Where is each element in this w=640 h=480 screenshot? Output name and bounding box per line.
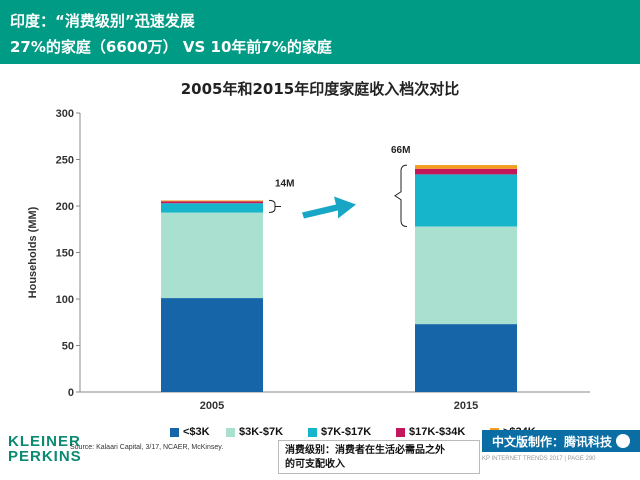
definition-note: 消费级别：消费者在生活必需品之外 的可支配收入 xyxy=(278,440,480,474)
stacked-bar-chart: 0 50 100 150 200 250 300 Households (MM) 2005 201… xyxy=(27,108,590,412)
logo-line2: PERKINS xyxy=(8,448,82,465)
legend-item-17k-34k: $17K-$34K xyxy=(396,426,465,438)
growth-arrow xyxy=(302,196,356,219)
y-tick-label: 50 xyxy=(62,341,74,353)
brace-2015 xyxy=(394,164,408,227)
legend-swatch xyxy=(226,427,235,437)
y-tick-label: 100 xyxy=(56,294,74,306)
logo-line1: KLEINER xyxy=(8,433,81,450)
bar-segment xyxy=(415,165,517,169)
legend-label: <$3K xyxy=(183,426,210,438)
tencent-logo-icon xyxy=(616,434,631,448)
x-tick-label: 2015 xyxy=(454,400,478,412)
bar-segment xyxy=(161,201,263,204)
bar-segment xyxy=(161,200,263,202)
legend-label: $17K-$34K xyxy=(409,426,466,438)
legend-label: $7K-$17K xyxy=(321,426,372,438)
legend-item-7k-17k: $7K-$17K xyxy=(308,426,371,438)
legend-swatch xyxy=(170,427,179,437)
source-note: Source: Kalaari Capital, 3/17, NCAER, Mc… xyxy=(70,444,224,451)
credit-text: 中文版制作：腾讯科技 xyxy=(492,434,613,449)
page-footer: KP INTERNET TRENDS 2017 | PAGE 290 xyxy=(482,456,596,462)
legend-item-lt3k: <$3K xyxy=(170,426,210,438)
y-axis-label: Households (MM) xyxy=(27,206,39,298)
bar-segment xyxy=(415,324,517,392)
title-banner: 印度：“消费级别”迅速发展 27%的家庭（6600万） VS 10年前7%的家庭 xyxy=(0,0,640,64)
bar-segment xyxy=(415,168,517,175)
x-tick-label: 2005 xyxy=(200,400,224,412)
bar-segment xyxy=(161,203,263,213)
slide-subtitle: 27%的家庭（6600万） VS 10年前7%的家庭 xyxy=(10,38,332,56)
slide-title: 印度：“消费级别”迅速发展 xyxy=(10,12,195,30)
y-tick-label: 250 xyxy=(56,155,74,167)
bar-segment xyxy=(161,212,263,299)
annotation-14m: 14M xyxy=(275,178,294,189)
brace-2005 xyxy=(268,199,281,214)
note-line1: 消费级别：消费者在生活必需品之外 xyxy=(285,445,445,456)
y-tick-label: 0 xyxy=(68,387,74,399)
legend-label: $3K-$7K xyxy=(239,426,284,438)
legend-item-3k-7k: $3K-$7K xyxy=(226,426,283,438)
note-line2: 的可支配收入 xyxy=(285,459,345,470)
legend-swatch xyxy=(308,427,317,437)
y-tick-label: 200 xyxy=(56,201,74,213)
legend-swatch xyxy=(396,427,405,437)
bar-segment xyxy=(415,174,517,227)
annotation-66m: 66M xyxy=(391,145,410,156)
bar-segment xyxy=(161,298,263,392)
y-tick-label: 150 xyxy=(56,248,74,260)
kleiner-perkins-logo: KLEINER PERKINS xyxy=(8,434,82,464)
y-tick-label: 300 xyxy=(56,108,74,120)
bar-segment xyxy=(415,226,517,325)
chart-title: 2005年和2015年印度家庭收入档次对比 xyxy=(180,80,460,98)
credit-banner: 中文版制作：腾讯科技 xyxy=(482,430,640,452)
